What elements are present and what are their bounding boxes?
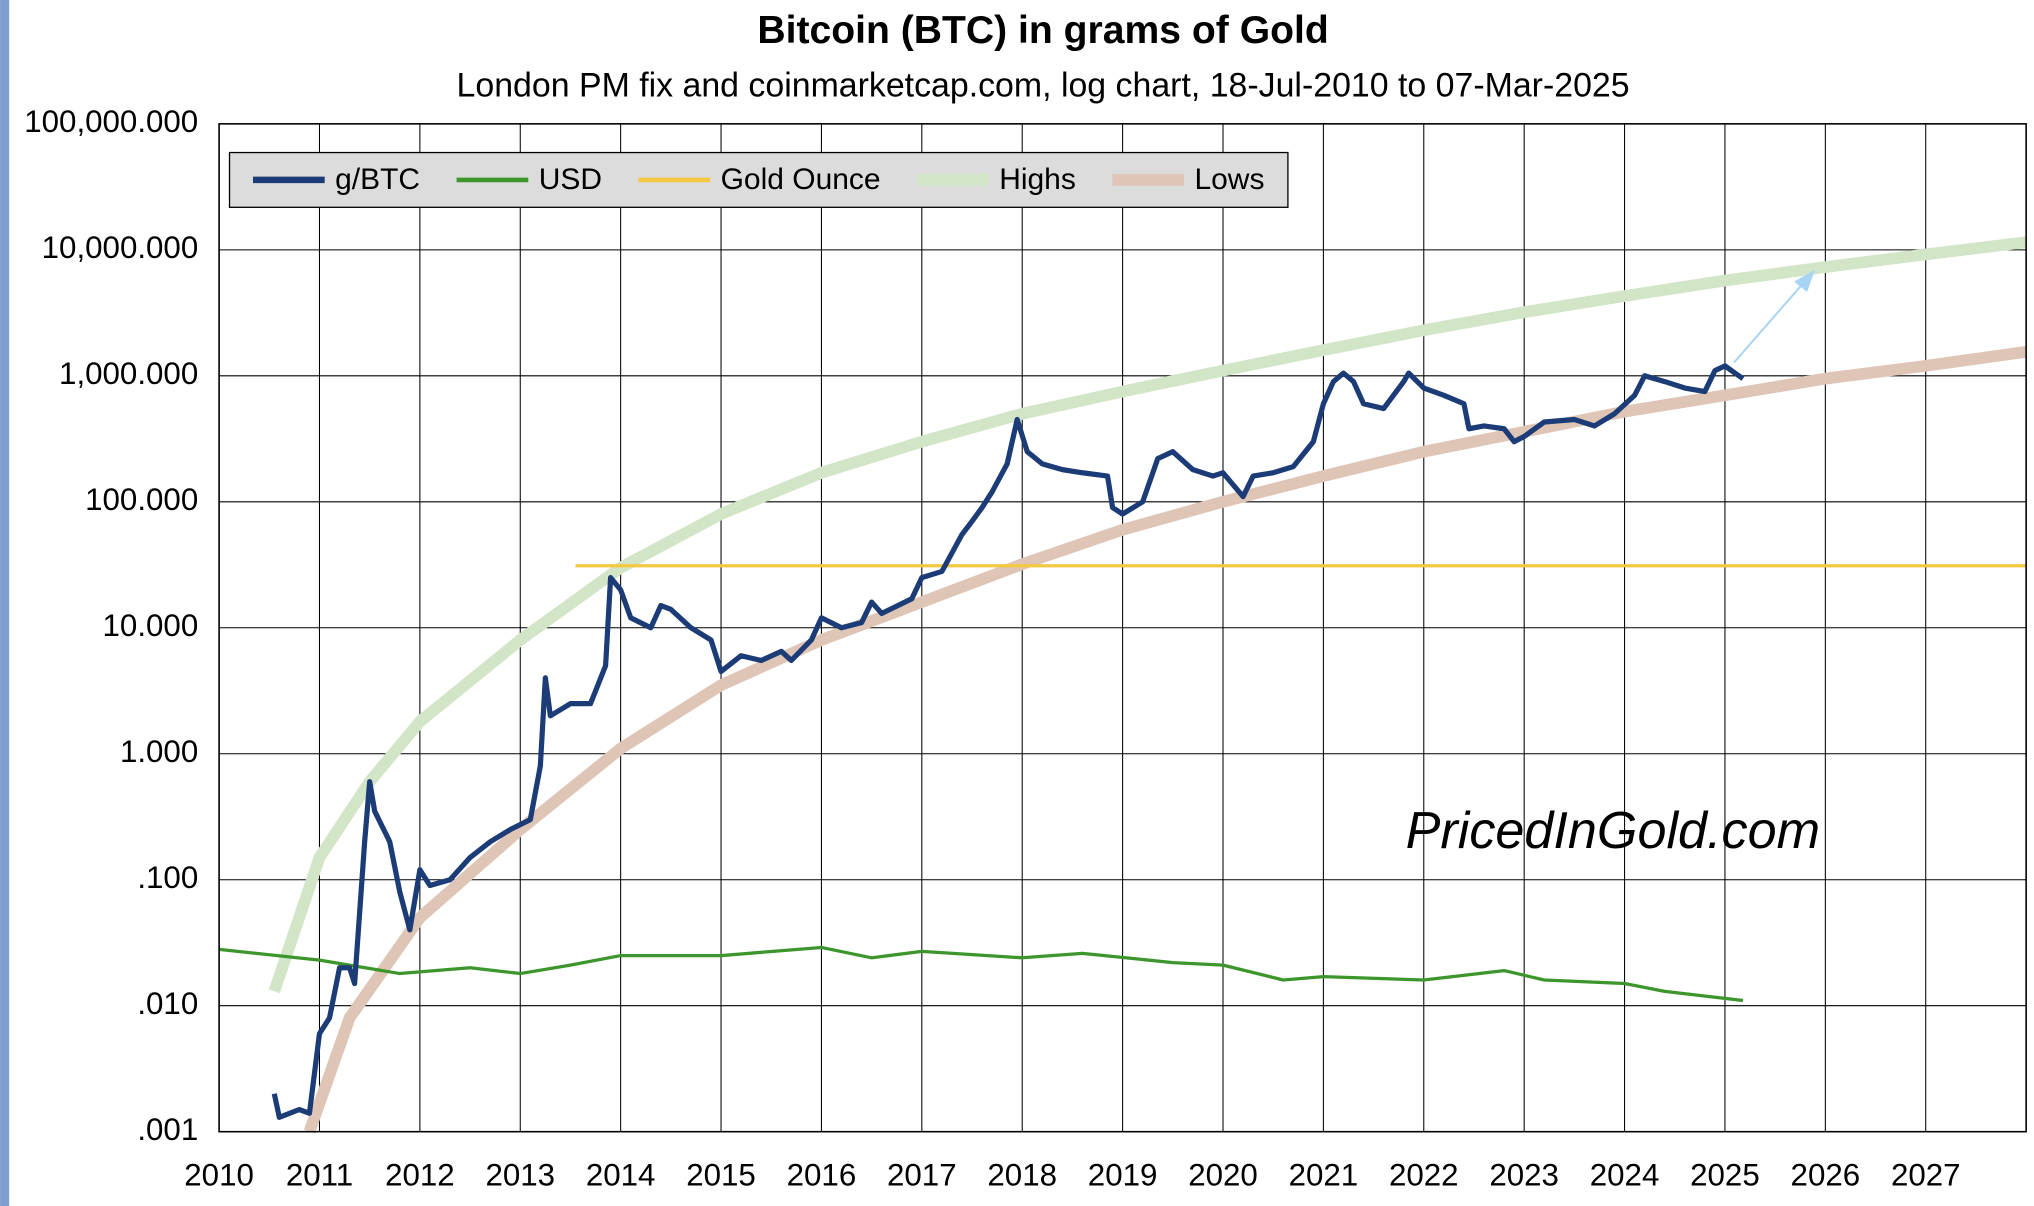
y-tick-label: 1.000 (120, 734, 198, 769)
chart-subtitle: London PM fix and coinmarketcap.com, log… (457, 66, 1630, 104)
plot-lines (218, 236, 2027, 1134)
x-tick-label: 2024 (1590, 1158, 1660, 1193)
y-tick-label: 10,000.000 (42, 230, 199, 265)
legend-box (228, 151, 1289, 208)
x-tick-label: 2016 (787, 1158, 857, 1193)
y-tick-label: 100,000.000 (24, 104, 198, 139)
series-line (218, 945, 1744, 1003)
x-tick-label: 2027 (1891, 1158, 1961, 1193)
x-tick-label: 2023 (1489, 1158, 1559, 1193)
series-line (303, 346, 2027, 1134)
legend-label: Lows (1194, 163, 1264, 196)
legend-label: g/BTC (335, 163, 420, 196)
watermark: PricedInGold.com (1406, 802, 1820, 860)
legend-label: Gold Ounce (721, 163, 881, 196)
legend-label: USD (539, 163, 602, 196)
x-tick-label: 2018 (987, 1158, 1057, 1193)
grid: .001 .010 .100 1.000 10.000 100.000 1,000.000 1… (24, 104, 2027, 1193)
x-tick-label: 2013 (485, 1158, 555, 1193)
left-border (0, 0, 10, 1206)
y-tick-label: .010 (137, 986, 198, 1021)
legend: g/BTC USD Gold Ounce Highs Lows (228, 151, 1289, 208)
y-tick-label: .100 (137, 860, 198, 895)
x-tick-label: 2014 (586, 1158, 656, 1193)
x-tick-label: 2019 (1088, 1158, 1158, 1193)
x-tick-label: 2017 (887, 1158, 957, 1193)
x-tick-label: 2025 (1690, 1158, 1760, 1193)
arrow-head (1794, 269, 1815, 293)
x-tick-label: 2021 (1289, 1158, 1359, 1193)
x-tick-label: 2026 (1791, 1158, 1861, 1193)
series-line (271, 363, 1745, 1120)
chart-title: Bitcoin (BTC) in grams of Gold (757, 9, 1328, 52)
x-tick-label: 2020 (1188, 1158, 1258, 1193)
y-tick-label: .001 (137, 1112, 198, 1147)
series-line (268, 236, 2027, 994)
arrow (1733, 279, 1807, 364)
x-tick-label: 2011 (286, 1158, 353, 1193)
x-tick-label: 2012 (385, 1158, 455, 1193)
y-tick-label: 100.000 (85, 482, 198, 517)
x-tick-label: 2010 (184, 1158, 254, 1193)
y-tick-label: 10.000 (103, 608, 199, 643)
x-tick-label: 2015 (686, 1158, 756, 1193)
plot-frame (218, 123, 2027, 1133)
x-tick-label: 2022 (1389, 1158, 1459, 1193)
legend-label: Highs (999, 163, 1076, 196)
y-tick-label: 1,000.000 (59, 356, 198, 391)
